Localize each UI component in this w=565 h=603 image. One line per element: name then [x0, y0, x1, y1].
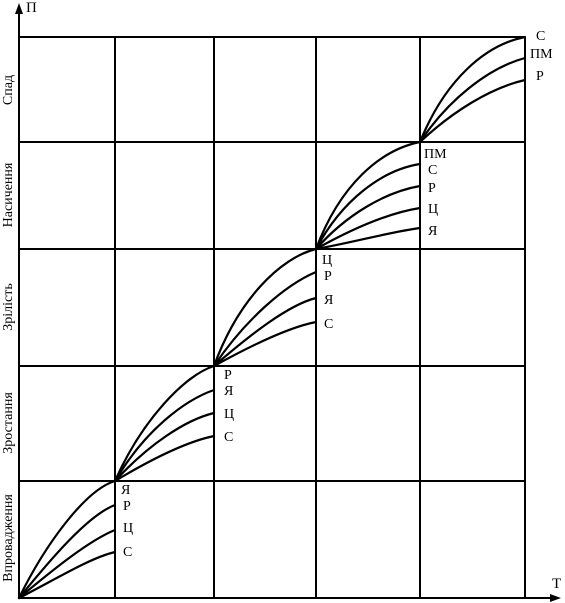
curve [314, 206, 422, 251]
curve-label: Р [428, 181, 436, 196]
curve [314, 184, 422, 251]
curve [314, 162, 422, 251]
curve-label: Р [536, 69, 544, 84]
curve-label: Ц [224, 407, 234, 422]
y-axis-arrow [15, 3, 23, 14]
curve-label: С [224, 430, 233, 445]
curve-label: Я [428, 224, 437, 239]
curve-label: Р [324, 269, 332, 284]
curve [418, 56, 527, 144]
curve [418, 78, 527, 144]
curve [17, 528, 117, 600]
curve-label: С [536, 29, 545, 44]
curve-label: ПМ [424, 147, 447, 162]
curve-group-saturation [314, 140, 422, 251]
curve [314, 140, 422, 251]
curve-label: Ц [428, 202, 438, 217]
curve-label: Я [324, 293, 333, 308]
curve-label: Р [224, 368, 232, 383]
curve [17, 503, 117, 600]
curve [212, 320, 318, 368]
curve-label: ПМ [530, 47, 553, 62]
curve [212, 247, 318, 368]
curve-label: Ц [322, 253, 332, 268]
stage-label-maturity: Зрілість [1, 283, 16, 331]
curve [418, 35, 527, 144]
curve [113, 411, 216, 483]
curve-group-growth [113, 364, 216, 483]
curve [113, 434, 216, 483]
stage-label-introduction: Впровадження [1, 494, 16, 582]
stage-label-growth: Зростання [1, 392, 16, 454]
curve-label: С [428, 163, 437, 178]
curve-label: Я [224, 384, 233, 399]
curve-label: Р [123, 499, 131, 514]
curve-label: Ц [123, 521, 133, 536]
curve-label: С [324, 317, 333, 332]
curve [113, 388, 216, 483]
curve-group-introduction [17, 479, 117, 600]
curve [314, 226, 422, 251]
grid [19, 36, 526, 598]
curve-group-maturity [212, 247, 318, 368]
curve [212, 296, 318, 368]
x-axis-label: Т [552, 576, 561, 592]
curve [17, 479, 117, 600]
curve-label: С [123, 545, 132, 560]
stage-label-saturation: Насичення [1, 162, 16, 227]
curve-group-decline [418, 35, 527, 144]
curve [212, 270, 318, 368]
curve [113, 364, 216, 483]
y-axis-label: П [26, 0, 37, 16]
curve-label: Я [121, 483, 130, 498]
x-axis-arrow [550, 594, 561, 602]
curve [17, 550, 117, 600]
stage-label-decline: Спад [1, 75, 16, 105]
